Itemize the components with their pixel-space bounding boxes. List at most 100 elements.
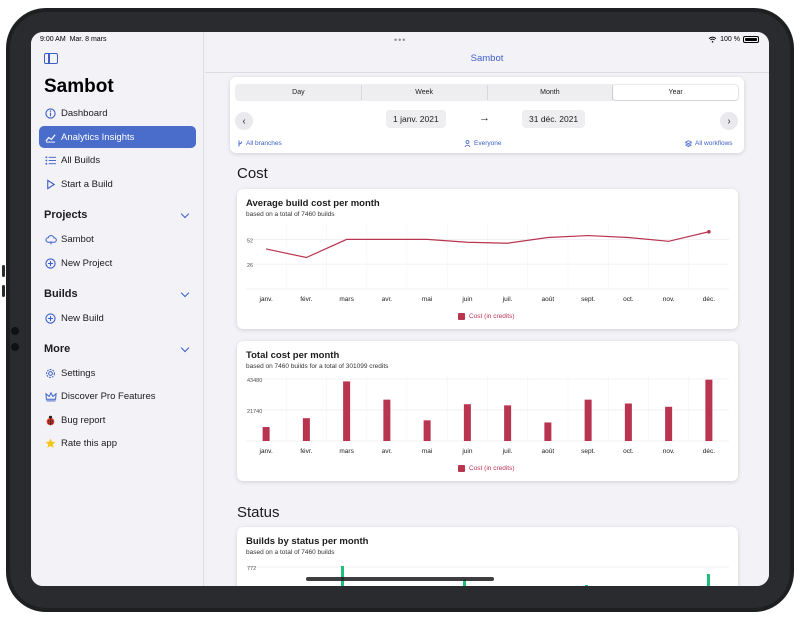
camera-dot bbox=[11, 343, 19, 351]
sidebar-item-bug-report[interactable]: Bug report bbox=[39, 409, 196, 431]
workflows-filter-label: All workflows bbox=[695, 140, 733, 147]
y-tick-label: 43480 bbox=[247, 378, 262, 384]
chart-subtitle: based on a total of 7460 builds bbox=[246, 211, 335, 218]
bar bbox=[262, 427, 270, 441]
sidebar-item-dashboard[interactable]: Dashboard bbox=[39, 102, 196, 124]
arrow-right-icon: → bbox=[479, 112, 490, 124]
status-right: 100 % bbox=[708, 36, 759, 43]
person-icon bbox=[464, 140, 471, 147]
nav-title: Sambot bbox=[470, 53, 504, 64]
play-icon bbox=[39, 178, 61, 190]
segment-year[interactable]: Year bbox=[613, 85, 738, 100]
sidebar-item-label: Start a Build bbox=[61, 178, 113, 190]
main-content[interactable]: Sambot Day Week Month Year ‹ 1 janv. 202… bbox=[205, 32, 769, 586]
list-icon bbox=[39, 155, 61, 166]
data-point bbox=[707, 229, 711, 234]
status-time: 9:00 AM Mar. 8 mars bbox=[40, 36, 107, 43]
chart-legend: Cost (in credits) bbox=[458, 313, 515, 320]
status-bar bbox=[585, 585, 588, 586]
more-section-title: More bbox=[44, 343, 71, 355]
avg-cost-chart-card: Average build cost per month based on a … bbox=[237, 189, 738, 329]
bar bbox=[624, 403, 632, 441]
sidebar-item-label: Discover Pro Features bbox=[61, 390, 156, 402]
start-date-picker[interactable]: 1 janv. 2021 bbox=[386, 110, 446, 128]
home-indicator[interactable] bbox=[306, 577, 494, 581]
sidebar-toggle-icon[interactable] bbox=[44, 53, 58, 64]
bar bbox=[504, 405, 512, 441]
series-line bbox=[265, 231, 710, 259]
total-cost-chart-card: Total cost per month based on 7460 build… bbox=[237, 341, 738, 481]
chevron-left-icon: ‹ bbox=[242, 115, 246, 127]
branch-icon bbox=[238, 140, 242, 147]
end-date-picker[interactable]: 31 déc. 2021 bbox=[522, 110, 586, 128]
sidebar-item-new-build[interactable]: New Build bbox=[39, 307, 196, 329]
bar bbox=[383, 399, 391, 441]
segment-week[interactable]: Week bbox=[362, 85, 488, 100]
legend-label: Cost (in credits) bbox=[469, 313, 515, 320]
period-segmented-control[interactable]: Day Week Month Year bbox=[235, 84, 739, 101]
chevron-down-icon[interactable] bbox=[180, 343, 190, 352]
x-tick-label: sept. bbox=[581, 296, 595, 303]
sidebar-item-analytics[interactable]: Analytics Insights bbox=[39, 126, 196, 148]
users-filter-label: Everyone bbox=[474, 140, 502, 147]
sidebar-item-label: Sambot bbox=[61, 233, 94, 245]
workflows-filter[interactable]: All workflows bbox=[685, 140, 733, 147]
plus-circle-icon bbox=[39, 257, 61, 269]
plus-circle-icon bbox=[39, 312, 61, 324]
sidebar-item-label: All Builds bbox=[61, 154, 101, 166]
app-title: Sambot bbox=[44, 76, 114, 97]
sidebar-item-project-sambot[interactable]: Sambot bbox=[39, 228, 196, 250]
x-tick-label: août bbox=[542, 296, 555, 303]
chevron-right-icon: › bbox=[727, 115, 731, 127]
builds-section-header[interactable]: Builds bbox=[44, 288, 194, 300]
more-section-header[interactable]: More bbox=[44, 343, 194, 355]
sidebar-item-pro-features[interactable]: Discover Pro Features bbox=[39, 385, 196, 407]
sidebar-item-settings[interactable]: Settings bbox=[39, 362, 196, 384]
sidebar: Sambot Dashboard Analytics Insights All … bbox=[31, 32, 204, 586]
sidebar-item-new-project[interactable]: New Project bbox=[39, 252, 196, 274]
chart-subtitle: based on a total of 7460 builds bbox=[246, 549, 335, 556]
bar bbox=[463, 404, 471, 441]
bar bbox=[705, 379, 713, 441]
segment-day[interactable]: Day bbox=[236, 85, 362, 100]
sidebar-item-rate-app[interactable]: Rate this app bbox=[39, 432, 196, 454]
chevron-down-icon[interactable] bbox=[180, 288, 190, 297]
sidebar-item-label: Rate this app bbox=[61, 437, 117, 449]
sidebar-item-all-builds[interactable]: All Builds bbox=[39, 149, 196, 171]
y-tick-label: 26 bbox=[247, 263, 253, 269]
multitasking-dots[interactable]: ••• bbox=[394, 35, 407, 45]
y-tick-label: 21740 bbox=[247, 409, 262, 415]
branches-filter-label: All branches bbox=[246, 140, 282, 147]
branches-filter[interactable]: All branches bbox=[237, 140, 282, 147]
sidebar-item-start-build[interactable]: Start a Build bbox=[39, 173, 196, 195]
total-cost-bar-chart: 21740 43480 janv. févr. mars avr. mai juin juil.… bbox=[246, 375, 729, 455]
segment-month[interactable]: Month bbox=[488, 85, 614, 100]
x-tick-label: oct. bbox=[623, 448, 634, 455]
x-tick-label: déc. bbox=[703, 296, 715, 303]
chart-title: Total cost per month bbox=[246, 350, 340, 361]
x-tick-label: mai bbox=[422, 296, 432, 303]
x-tick-label: oct. bbox=[623, 296, 634, 303]
avg-cost-line-chart: 26 52 janv. févr. mars avr. mai juin juil. août se… bbox=[246, 223, 729, 303]
bar bbox=[302, 418, 310, 441]
status-bar bbox=[707, 574, 710, 586]
previous-period-button[interactable]: ‹ bbox=[235, 112, 253, 130]
projects-section-header[interactable]: Projects bbox=[44, 209, 194, 221]
info-circle-icon bbox=[39, 107, 61, 119]
chevron-down-icon[interactable] bbox=[180, 209, 190, 218]
sidebar-item-label: New Project bbox=[61, 257, 113, 269]
x-tick-label: juil. bbox=[502, 296, 513, 303]
x-tick-label: nov. bbox=[663, 296, 675, 303]
bar bbox=[343, 381, 351, 441]
users-filter[interactable]: Everyone bbox=[464, 140, 501, 147]
camera-dot bbox=[11, 327, 19, 335]
x-tick-label: nov. bbox=[663, 448, 675, 455]
x-tick-label: août bbox=[542, 448, 555, 455]
gear-icon bbox=[39, 368, 61, 379]
next-period-button[interactable]: › bbox=[720, 112, 738, 130]
filter-card: Day Week Month Year ‹ 1 janv. 2021 → 31 … bbox=[230, 77, 744, 153]
bar bbox=[665, 406, 673, 441]
chart-legend: Cost (in credits) bbox=[458, 465, 515, 472]
x-tick-label: mai bbox=[422, 448, 432, 455]
bar bbox=[544, 422, 552, 441]
